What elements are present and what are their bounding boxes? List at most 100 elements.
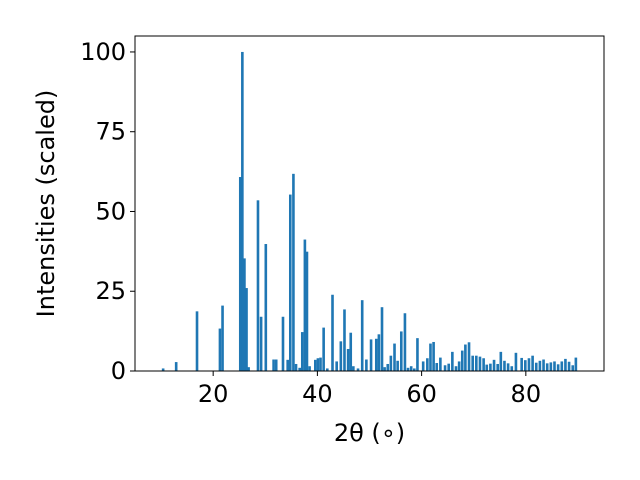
bar <box>406 367 410 371</box>
bar <box>305 251 309 371</box>
y-tick-label: 100 <box>80 38 126 66</box>
bar <box>496 363 499 371</box>
bar <box>443 365 447 371</box>
bar <box>475 355 478 371</box>
x-tick-label: 80 <box>511 380 542 408</box>
bar <box>421 361 425 371</box>
bar <box>564 358 567 371</box>
bar <box>574 357 578 371</box>
bar <box>377 334 381 371</box>
bar <box>409 366 413 371</box>
bar <box>503 360 506 371</box>
bar <box>439 357 442 371</box>
bar <box>389 355 393 371</box>
bar <box>451 351 454 371</box>
bar <box>549 362 553 371</box>
bar <box>380 307 384 371</box>
bar <box>298 367 301 371</box>
bar <box>571 365 575 371</box>
bar <box>457 361 461 371</box>
bar <box>403 313 407 371</box>
bar <box>316 358 320 371</box>
bar <box>292 173 295 371</box>
bar <box>531 355 534 371</box>
bar <box>247 367 250 371</box>
bar <box>527 358 531 371</box>
bar <box>514 352 518 371</box>
y-tick-label: 75 <box>95 118 126 146</box>
bar <box>429 343 432 371</box>
bar <box>369 339 373 371</box>
bar <box>339 341 343 371</box>
bar <box>567 361 571 371</box>
bar <box>393 343 396 371</box>
bar <box>256 200 260 371</box>
bar <box>272 359 275 371</box>
x-axis-label: 2θ (∘) <box>334 419 405 447</box>
y-axis-ticks: 0 25 50 75 100 <box>80 38 135 385</box>
bar <box>325 368 329 371</box>
bar <box>545 363 549 371</box>
bar <box>485 364 489 371</box>
bar <box>471 355 474 371</box>
bar <box>556 364 560 371</box>
bar <box>274 359 278 371</box>
y-tick-label: 25 <box>95 277 126 305</box>
bar <box>288 194 292 371</box>
bar <box>161 368 165 371</box>
bar <box>300 332 304 371</box>
bar <box>241 51 244 371</box>
bar <box>243 258 246 371</box>
x-tick-label: 60 <box>406 380 437 408</box>
bar <box>553 361 556 371</box>
bar <box>245 288 248 371</box>
plot-frame <box>134 35 605 372</box>
bar <box>534 362 538 371</box>
y-tick-label: 0 <box>111 357 126 385</box>
bar <box>447 363 451 371</box>
bar <box>520 357 523 371</box>
bar <box>482 358 485 371</box>
bar <box>238 177 242 371</box>
bar <box>432 341 435 371</box>
bar <box>343 309 346 371</box>
bar <box>413 368 416 371</box>
bar <box>314 359 317 371</box>
bar <box>399 331 403 371</box>
bar <box>435 363 439 371</box>
bar <box>510 366 514 371</box>
bar <box>396 360 399 371</box>
bar <box>356 368 360 371</box>
bar <box>492 359 496 371</box>
bar <box>331 294 334 371</box>
y-tick-label: 50 <box>95 197 126 225</box>
bar <box>416 338 419 371</box>
bar <box>322 327 325 371</box>
bar <box>489 363 492 371</box>
bar <box>560 361 564 371</box>
bar <box>360 300 364 371</box>
bar <box>542 359 545 371</box>
y-axis-label: Intensities (scaled) <box>32 90 60 318</box>
bar <box>319 357 322 371</box>
x-tick-label: 40 <box>302 380 333 408</box>
bar <box>218 328 222 371</box>
bar <box>506 363 510 371</box>
bar <box>386 363 390 371</box>
bar <box>374 338 378 371</box>
bar <box>286 359 289 371</box>
bar <box>464 344 467 371</box>
bar <box>346 348 350 371</box>
bar <box>499 351 503 371</box>
bar <box>174 362 178 371</box>
bar <box>426 358 429 371</box>
bar <box>460 350 464 371</box>
bar <box>478 356 482 371</box>
bar <box>259 316 263 371</box>
bar <box>467 342 471 371</box>
bar <box>352 366 355 371</box>
x-tick-label: 20 <box>198 380 229 408</box>
bar <box>349 332 353 371</box>
bar <box>294 363 298 371</box>
